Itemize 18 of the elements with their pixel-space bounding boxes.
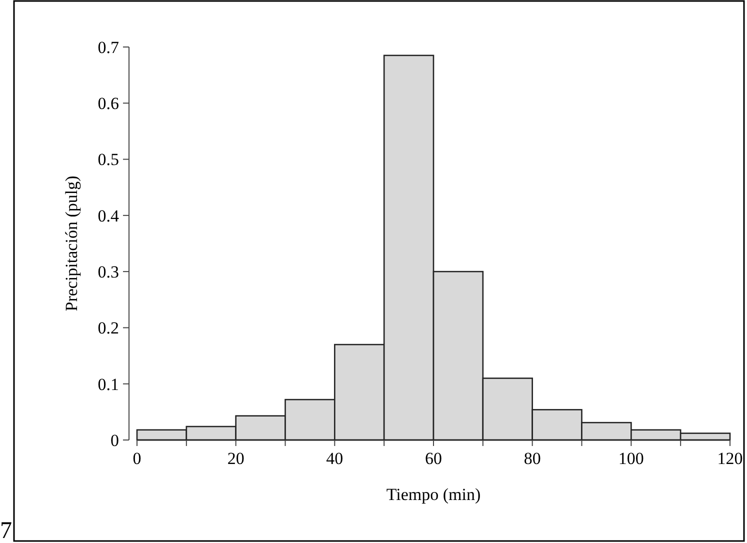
x-axis-title: Tiempo (min) — [386, 485, 481, 504]
x-tick-label: 80 — [524, 449, 541, 468]
x-tick-label: 0 — [132, 449, 142, 468]
x-tick-label: 120 — [717, 449, 743, 468]
x-tick-label: 20 — [227, 449, 244, 468]
y-tick-label: 0 — [110, 430, 119, 450]
y-tick-label: 0.2 — [98, 318, 119, 338]
text: 7 — [0, 518, 12, 543]
x-tick-label: 100 — [618, 449, 644, 468]
y-tick-label: 0.6 — [98, 94, 119, 114]
x-tick-label: 60 — [425, 449, 442, 468]
y-tick-label: 0.5 — [98, 150, 119, 170]
y-axis-title: Precipitación (pulg) — [62, 176, 81, 312]
y-tick-label: 0.7 — [98, 38, 120, 57]
x-tick-label: 40 — [326, 449, 344, 468]
y-tick-label: 0.1 — [98, 374, 119, 394]
y-tick-label: 0.4 — [98, 206, 120, 226]
y-tick-label: 0.3 — [98, 262, 119, 282]
